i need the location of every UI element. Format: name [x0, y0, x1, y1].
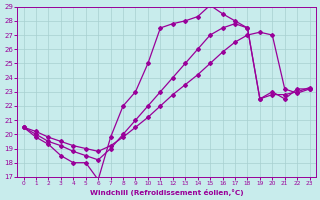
X-axis label: Windchill (Refroidissement éolien,°C): Windchill (Refroidissement éolien,°C): [90, 189, 244, 196]
